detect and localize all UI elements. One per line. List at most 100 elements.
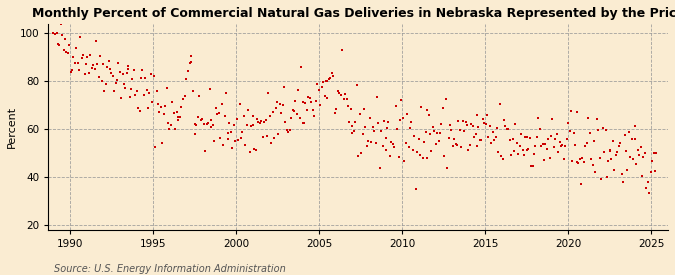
Point <box>435 131 446 135</box>
Point <box>406 120 416 124</box>
Point <box>506 153 516 157</box>
Point <box>50 31 61 36</box>
Point <box>257 135 268 139</box>
Point <box>357 132 368 136</box>
Point <box>76 56 87 60</box>
Point <box>61 50 72 54</box>
Point <box>367 125 378 129</box>
Point <box>263 90 274 95</box>
Point <box>113 61 124 65</box>
Point <box>86 66 97 70</box>
Point <box>364 116 375 120</box>
Point <box>338 97 349 102</box>
Point <box>334 91 345 95</box>
Point <box>130 93 140 97</box>
Point <box>416 105 427 109</box>
Point <box>399 159 410 163</box>
Point <box>550 136 561 141</box>
Point <box>79 72 90 76</box>
Point <box>93 75 104 79</box>
Point <box>188 88 198 93</box>
Point <box>453 119 464 123</box>
Point <box>153 102 163 106</box>
Point <box>494 101 505 106</box>
Point <box>207 123 218 127</box>
Point <box>297 100 308 104</box>
Point <box>347 124 358 128</box>
Point <box>136 76 146 80</box>
Point <box>476 138 487 143</box>
Point <box>331 107 342 111</box>
Point <box>335 93 346 98</box>
Point <box>196 117 207 122</box>
Point <box>472 144 483 148</box>
Point <box>109 89 119 93</box>
Point <box>590 170 601 174</box>
Point <box>370 141 381 145</box>
Point <box>480 121 491 126</box>
Point <box>322 96 333 100</box>
Point <box>426 148 437 153</box>
Point <box>297 120 308 125</box>
Point <box>181 76 192 81</box>
Title: Monthly Percent of Commercial Natural Gas Deliveries in Nebraska Represented by : Monthly Percent of Commercial Natural Ga… <box>32 7 675 20</box>
Point <box>99 89 110 94</box>
Point <box>439 153 450 158</box>
Point <box>522 147 533 152</box>
Point <box>390 104 401 108</box>
Point <box>454 127 465 132</box>
Point <box>78 53 88 57</box>
Point <box>150 145 161 150</box>
Point <box>574 156 585 161</box>
Point <box>303 94 314 99</box>
Point <box>373 120 384 125</box>
Point <box>325 76 335 80</box>
Point <box>277 103 288 108</box>
Point <box>148 74 159 78</box>
Point <box>315 103 325 108</box>
Point <box>500 124 511 128</box>
Point <box>404 125 415 130</box>
Point <box>337 48 348 52</box>
Point <box>531 135 542 140</box>
Point <box>377 144 388 148</box>
Point <box>396 98 407 102</box>
Point <box>576 182 587 186</box>
Point <box>173 118 184 123</box>
Point <box>403 145 414 149</box>
Point <box>123 64 134 68</box>
Point <box>387 142 398 146</box>
Point <box>211 106 221 110</box>
Point <box>529 152 539 156</box>
Point <box>547 117 558 121</box>
Point <box>146 72 157 76</box>
Point <box>192 114 203 119</box>
Point <box>589 139 599 144</box>
Point <box>186 60 196 64</box>
Point <box>64 43 75 47</box>
Point <box>493 150 504 154</box>
Point <box>279 85 290 89</box>
Point <box>448 144 458 148</box>
Point <box>70 61 80 65</box>
Point <box>144 90 155 95</box>
Point <box>198 122 209 127</box>
Point <box>105 67 115 71</box>
Point <box>189 122 200 126</box>
Point <box>502 126 512 131</box>
Point <box>55 22 66 26</box>
Point <box>400 141 411 145</box>
Point <box>616 172 627 176</box>
Point <box>218 142 229 147</box>
Point <box>629 124 640 128</box>
Point <box>159 112 169 116</box>
Point <box>459 128 470 133</box>
Point <box>253 120 264 125</box>
Point <box>271 100 282 104</box>
Point <box>363 139 374 143</box>
Point <box>236 136 246 141</box>
Point <box>206 118 217 122</box>
Point <box>307 108 318 112</box>
Point <box>572 160 583 165</box>
Point <box>167 100 178 104</box>
